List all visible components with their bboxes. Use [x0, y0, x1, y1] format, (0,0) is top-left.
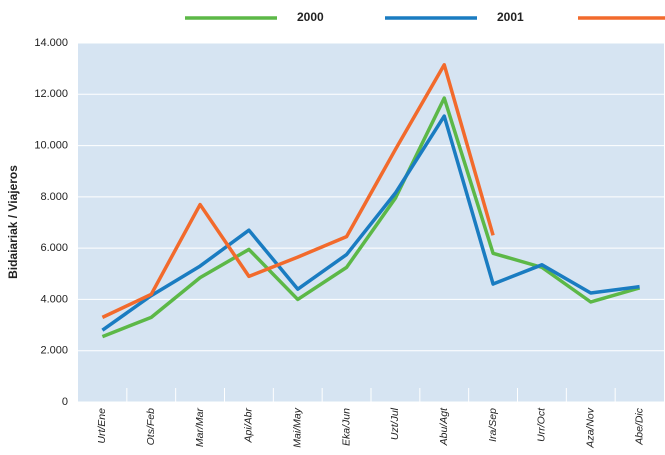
y-tick-label: 0	[62, 396, 68, 408]
y-tick-label: 14.000	[34, 37, 68, 49]
legend-label: 2000	[297, 10, 324, 24]
x-tick-label: Ots/Feb	[145, 408, 157, 446]
y-tick-label: 8.000	[40, 191, 68, 203]
x-tick-label: Urt/Ene	[96, 408, 108, 444]
x-tick-label: Abu/Agt	[438, 407, 450, 446]
x-tick-label: Aza/Nov	[585, 407, 597, 448]
y-tick-label: 2.000	[40, 345, 68, 357]
x-tick-label: Urr/Oct	[536, 407, 548, 442]
x-tick-label: Mar/Mar	[194, 408, 206, 448]
y-tick-label: 6.000	[40, 242, 68, 254]
x-tick-label: Eka/Jun	[340, 408, 352, 446]
y-tick-label: 4.000	[40, 293, 68, 305]
y-axis-label: Bidaiariak / Viajeros	[6, 165, 20, 279]
x-tick-label: Uzt/Jul	[389, 407, 401, 440]
y-tick-label: 12.000	[34, 88, 68, 100]
series-line	[101, 63, 495, 319]
x-tick-label: Abe/Dic	[633, 407, 645, 446]
legend-label: 2001	[497, 10, 524, 24]
series-line	[101, 114, 640, 332]
series-line	[101, 96, 641, 339]
y-tick-label: 10.000	[34, 139, 68, 151]
x-tick-label: Ira/Sep	[487, 408, 499, 442]
x-tick-label: Api/Abr	[243, 408, 255, 444]
x-tick-label: Mai/May	[292, 407, 304, 447]
